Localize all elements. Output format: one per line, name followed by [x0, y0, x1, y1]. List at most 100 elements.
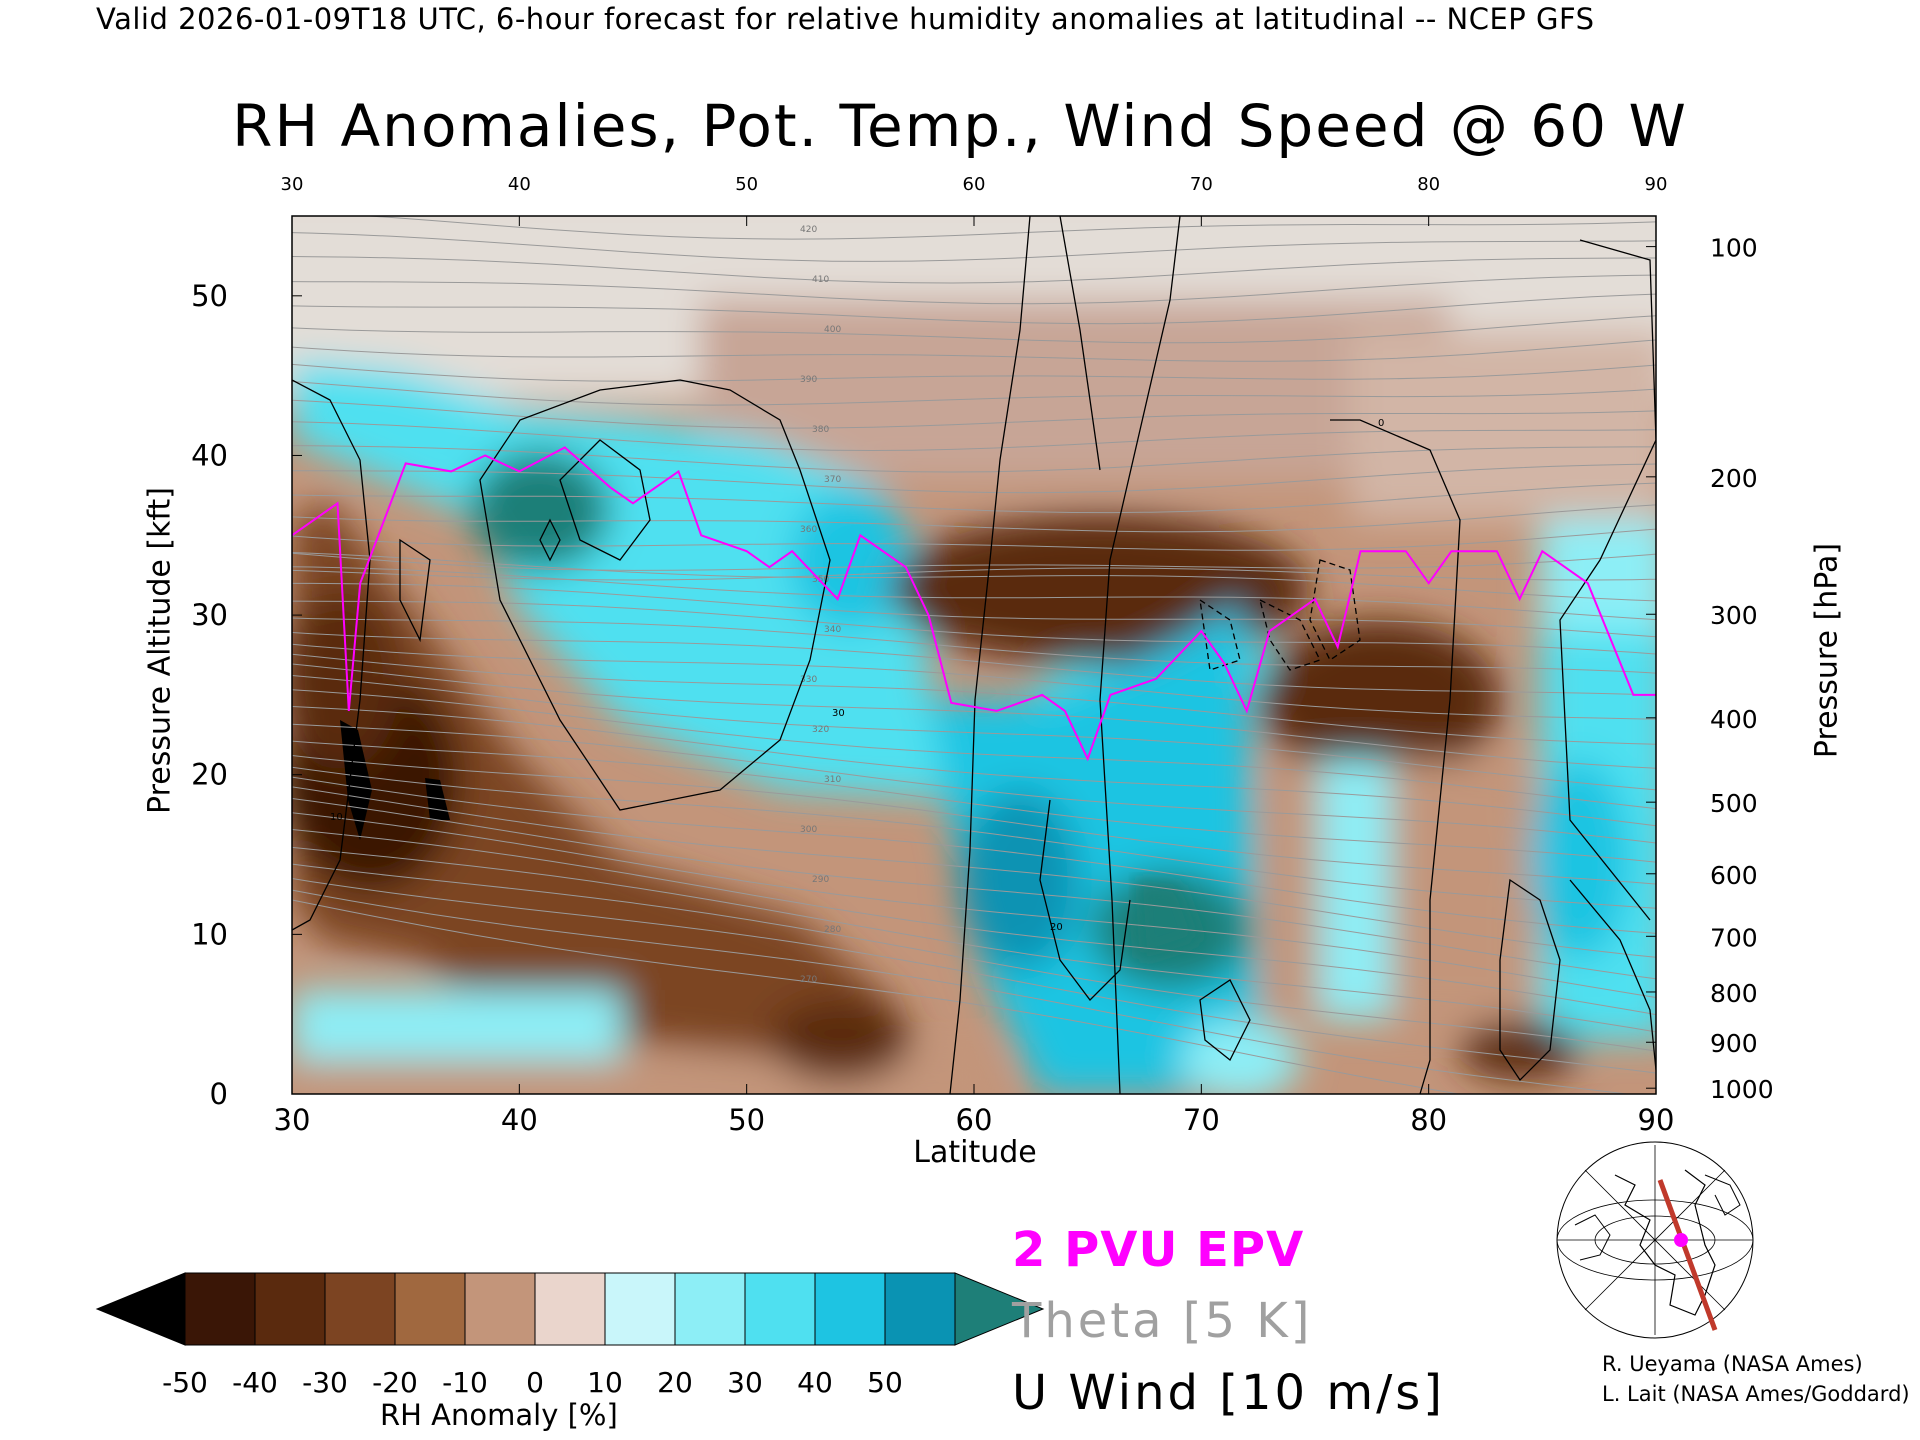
- y2-axis-title: Pressure [hPa]: [1809, 542, 1845, 759]
- x-tick-label: 40: [501, 1103, 538, 1137]
- colorbar-tick-label: -50: [162, 1366, 208, 1399]
- theta-contour: [292, 776, 1656, 934]
- theta-contour: [292, 829, 1656, 1016]
- theta-label: 410: [812, 275, 829, 285]
- cross-section-location-map: [1556, 1141, 1754, 1339]
- u-wind-label: 30: [832, 708, 845, 719]
- theta-label: 310: [824, 775, 841, 785]
- y-tick-label: 20: [191, 758, 228, 792]
- rh-anomaly-field: [292, 216, 1656, 1094]
- chart-title: RH Anomalies, Pot. Temp., Wind Speed @ 6…: [232, 92, 1688, 160]
- x-tick-label: 90: [1638, 1103, 1675, 1137]
- colorbar: [95, 1272, 1045, 1346]
- theta-contour: [292, 689, 1656, 810]
- theta-contour: [292, 663, 1656, 769]
- theta-contour: [292, 567, 1656, 581]
- theta-label: 270: [800, 975, 817, 985]
- theta-label: 330: [800, 675, 817, 685]
- axis-ticks: [291, 216, 1657, 1095]
- colorbar-swatch: [534, 1272, 606, 1346]
- pressure-tick-label: 1000: [1710, 1075, 1774, 1104]
- theta-contour: [292, 421, 1656, 452]
- pressure-tick-label: 200: [1710, 464, 1758, 493]
- colorbar-swatch: [394, 1272, 466, 1346]
- theta-contours: 4204104003903803703603503403303203103002…: [292, 216, 1656, 1094]
- theta-contour: [292, 528, 1656, 551]
- theta-contour: [292, 504, 1656, 533]
- theta-contour: [292, 363, 1656, 382]
- colorbar-swatch: [884, 1272, 956, 1346]
- pressure-axis-ticks: 100 200 300 400 500 600 700 800 900 1000: [1710, 234, 1774, 1105]
- theta-contour: [292, 617, 1656, 674]
- colorbar-swatch: [604, 1272, 676, 1346]
- theta-contour: [292, 600, 1656, 655]
- x-axis-title: Latitude: [913, 1135, 1037, 1170]
- u-wind-contour: [292, 379, 371, 931]
- y-axis-title: Pressure Altitude [kft]: [142, 487, 178, 814]
- colorbar-tick-label: 10: [587, 1366, 623, 1399]
- theta-contour: [292, 889, 1632, 1094]
- theta-contour: [362, 216, 1656, 240]
- legend-u-wind: U Wind [10 m/s]: [1012, 1365, 1446, 1421]
- theta-contour: [292, 315, 1656, 344]
- colorbar-under-triangle: [95, 1272, 186, 1346]
- colorbar-over-triangle: [954, 1272, 1045, 1346]
- theta-label: 360: [800, 525, 817, 535]
- theta-label: 390: [800, 375, 817, 385]
- x-tick-label: 50: [728, 1103, 765, 1137]
- top-tick-label: 80: [1417, 174, 1440, 195]
- theta-contour: [292, 232, 1656, 262]
- theta-contour: [292, 293, 1656, 325]
- theta-label: 370: [824, 475, 841, 485]
- u-wind-contour: [479, 379, 831, 811]
- legend-epv: 2 PVU EPV: [1012, 1222, 1305, 1278]
- y-tick-label: 10: [191, 917, 228, 951]
- colorbar-tick-label: 30: [727, 1366, 763, 1399]
- theta-contour: [292, 812, 1656, 999]
- u-wind-contour: [559, 439, 651, 561]
- pressure-tick-label: 400: [1710, 705, 1758, 734]
- colorbar-ticks: -50 -40 -30 -20 -10 0 10 20 30 40 50: [162, 1366, 903, 1399]
- theta-contour: [292, 786, 1656, 958]
- theta-contour: [292, 445, 1656, 473]
- theta-label: 300: [800, 825, 817, 835]
- colorbar-tick-label: -30: [302, 1366, 348, 1399]
- x-tick-label: 80: [1410, 1103, 1447, 1137]
- colorbar-swatch: [744, 1272, 816, 1346]
- forecast-header: Valid 2026-01-09T18 UTC, 6-hour forecast…: [96, 2, 1595, 36]
- theta-label: 280: [824, 925, 841, 935]
- theta-contour: [292, 643, 1656, 720]
- colorbar-tick-label: 0: [526, 1366, 544, 1399]
- theta-label: 420: [800, 225, 817, 235]
- pressure-tick-label: 600: [1710, 861, 1758, 890]
- top-tick-label: 70: [1190, 174, 1213, 195]
- theta-contour: [292, 863, 1656, 1052]
- colorbar-swatch: [464, 1272, 536, 1346]
- u-wind-label: 10: [330, 812, 343, 823]
- theta-contour: [292, 256, 1656, 284]
- top-tick-label: 30: [281, 174, 304, 195]
- top-tick-label: 90: [1645, 174, 1668, 195]
- y-tick-label: 30: [191, 598, 228, 632]
- u-wind-contour: [1330, 419, 1461, 1094]
- u-wind-contour: [1569, 879, 1656, 1071]
- u-wind-contours: 0 10 20 30: [292, 216, 1656, 1094]
- pressure-tick-label: 800: [1710, 979, 1758, 1008]
- theta-label: 400: [824, 325, 841, 335]
- theta-contour: [292, 551, 1656, 602]
- theta-label: 320: [812, 725, 829, 735]
- pressure-tick-label: 100: [1710, 234, 1758, 263]
- colorbar-swatch: [184, 1272, 256, 1346]
- theta-contour: [292, 674, 1656, 791]
- theta-contour: [292, 274, 1656, 305]
- u-wind-contour: [949, 216, 1031, 1094]
- theta-contour: [292, 653, 1656, 745]
- colorbar-swatch: [324, 1272, 396, 1346]
- u-wind-contour: [539, 518, 561, 562]
- u-wind-contour: [1559, 239, 1656, 921]
- u-wind-contour-negative: [1199, 598, 1241, 671]
- x-tick-label: 70: [1183, 1103, 1220, 1137]
- u-wind-contour: [1039, 799, 1131, 1001]
- theta-contour: [292, 339, 1656, 362]
- colorbar-swatch: [814, 1272, 886, 1346]
